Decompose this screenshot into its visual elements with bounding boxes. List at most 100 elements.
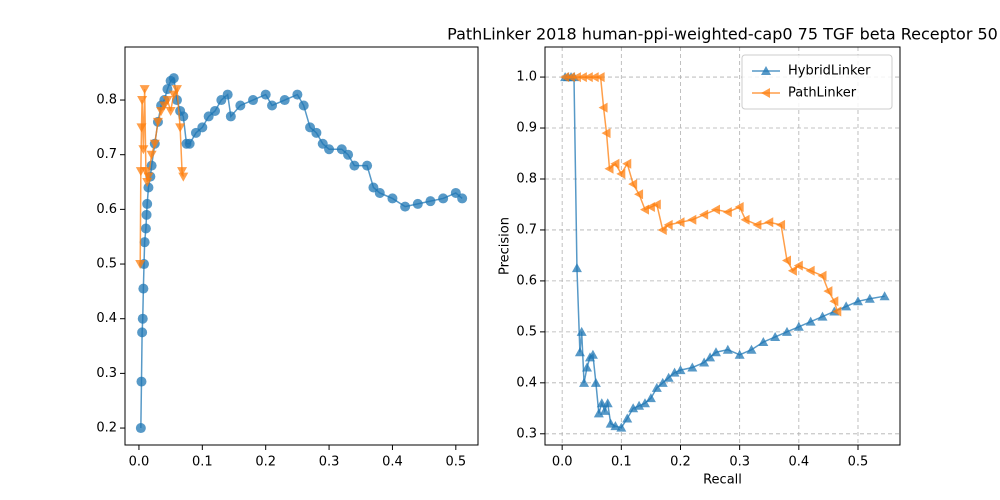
data-point (699, 209, 709, 220)
data-point (235, 100, 246, 111)
y-tick-label: 0.6 (96, 202, 117, 217)
data-point (139, 85, 150, 95)
data-point (758, 337, 769, 347)
data-point (634, 189, 644, 200)
data-point (705, 352, 716, 362)
data-point (817, 311, 828, 321)
data-point (583, 72, 593, 83)
data-point (823, 286, 833, 297)
data-point (663, 219, 673, 230)
data-point (622, 158, 632, 169)
y-tick-label: 0.7 (516, 222, 537, 237)
data-point (610, 158, 620, 169)
data-point (593, 408, 604, 418)
x-tick-label: 0.3 (729, 455, 750, 470)
data-point (162, 96, 173, 106)
data-point (374, 187, 385, 198)
data-point (387, 193, 398, 204)
x-tick-label: 0.0 (552, 455, 573, 470)
data-point (595, 72, 605, 83)
legend-marker (761, 66, 771, 75)
data-point (781, 326, 792, 336)
data-point (628, 179, 638, 190)
data-point (787, 265, 797, 276)
data-point (225, 111, 236, 122)
data-point (292, 89, 303, 100)
data-point (770, 331, 781, 341)
data-point (722, 207, 732, 218)
y-tick-label: 0.4 (516, 375, 537, 390)
x-tick-label: 0.3 (319, 455, 340, 470)
data-point (651, 199, 661, 210)
data-point (764, 217, 774, 228)
x-tick-label: 0.5 (848, 455, 869, 470)
data-point (177, 167, 188, 177)
data-point (135, 423, 146, 434)
data-point (601, 128, 611, 139)
data-point (143, 172, 154, 182)
data-point (140, 223, 151, 234)
data-point (324, 144, 335, 155)
data-point (146, 150, 157, 160)
data-point (622, 413, 633, 423)
y-tick-label: 0.8 (96, 93, 117, 108)
data-point (604, 163, 614, 174)
y-axis-label: Precision (498, 217, 513, 275)
data-point (343, 149, 354, 160)
data-point (781, 255, 791, 266)
data-point (139, 237, 150, 248)
data-point (602, 398, 613, 408)
x-tick-label: 0.0 (129, 455, 150, 470)
data-point (699, 357, 710, 367)
data-point (209, 105, 220, 116)
data-point (651, 382, 662, 392)
data-point (657, 224, 667, 235)
data-point (248, 95, 259, 106)
data-point (645, 393, 656, 403)
data-point (222, 89, 233, 100)
data-point (175, 123, 186, 133)
data-point (136, 123, 147, 133)
data-point (734, 349, 745, 359)
x-tick-label: 0.1 (611, 455, 632, 470)
data-point (142, 178, 153, 188)
data-point (152, 117, 163, 127)
data-point (425, 196, 436, 207)
data-point (143, 182, 154, 193)
chart-title: PathLinker 2018 human-ppi-weighted-cap0 … (447, 25, 998, 44)
data-point (267, 100, 278, 111)
data-point (841, 301, 852, 311)
data-point (746, 344, 757, 354)
data-point (734, 202, 744, 213)
data-point (829, 296, 839, 307)
series-line (565, 76, 839, 312)
data-point (178, 111, 189, 122)
y-tick-label: 0.9 (516, 121, 537, 136)
y-tick-label: 0.4 (96, 311, 117, 326)
data-point (616, 422, 627, 432)
x-tick-label: 0.1 (192, 455, 213, 470)
data-point (412, 198, 423, 209)
data-point (710, 347, 721, 357)
data-point (138, 145, 149, 155)
data-point (663, 372, 674, 382)
data-point (805, 265, 815, 276)
data-point (752, 219, 762, 230)
data-point (675, 217, 685, 228)
data-point (560, 72, 570, 83)
data-point (571, 263, 582, 273)
data-point (165, 106, 176, 116)
data-point (138, 283, 149, 294)
data-point (576, 326, 587, 336)
data-point (438, 193, 449, 204)
data-point (260, 89, 271, 100)
data-point (634, 400, 645, 410)
legend-box (741, 54, 893, 110)
axes-frame (124, 46, 479, 446)
data-point (184, 138, 195, 149)
data-point (311, 127, 322, 138)
data-point (599, 405, 610, 415)
data-point (142, 198, 153, 209)
data-point (566, 72, 576, 83)
data-point (349, 160, 360, 171)
